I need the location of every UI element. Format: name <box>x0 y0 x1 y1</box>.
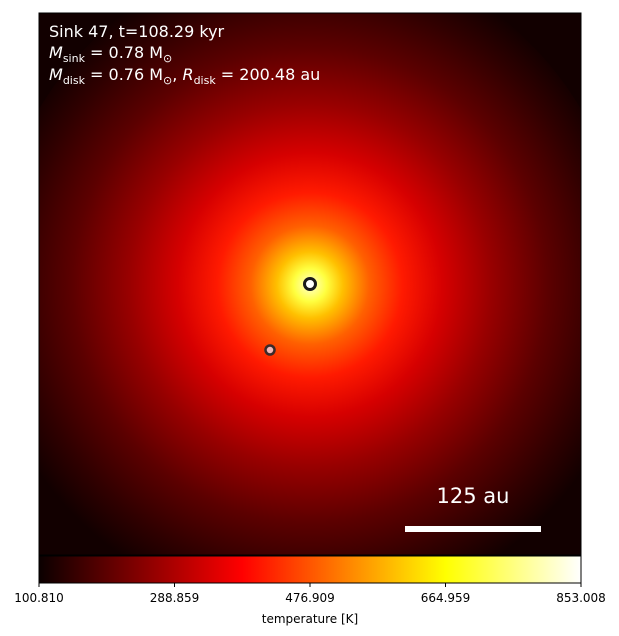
colorbar-ticks: 100.810 288.859 476.909 664.959 853.008 <box>14 583 606 605</box>
scale-bar-label: 125 au <box>437 484 510 508</box>
colorbar-label: temperature [K] <box>262 612 358 626</box>
colorbar-tick-label: 664.959 <box>421 591 471 605</box>
colorbar-tick-label: 288.859 <box>150 591 200 605</box>
colorbar-tick-label: 100.810 <box>14 591 64 605</box>
primary-sink-marker <box>303 277 317 291</box>
sink-mass-text: Msink = 0.78 M⊙ <box>49 43 172 65</box>
image-frame <box>38 12 582 556</box>
secondary-sink-marker <box>264 344 276 356</box>
colorbar-tick-label: 853.008 <box>556 591 606 605</box>
colorbar-gradient <box>39 556 581 583</box>
colorbar-tick-label: 476.909 <box>285 591 335 605</box>
sink-title-text: Sink 47, t=108.29 kyr <box>49 22 225 41</box>
disk-properties-text: Mdisk = 0.76 M⊙, Rdisk = 200.48 au <box>49 65 320 87</box>
scale-bar <box>405 526 541 532</box>
